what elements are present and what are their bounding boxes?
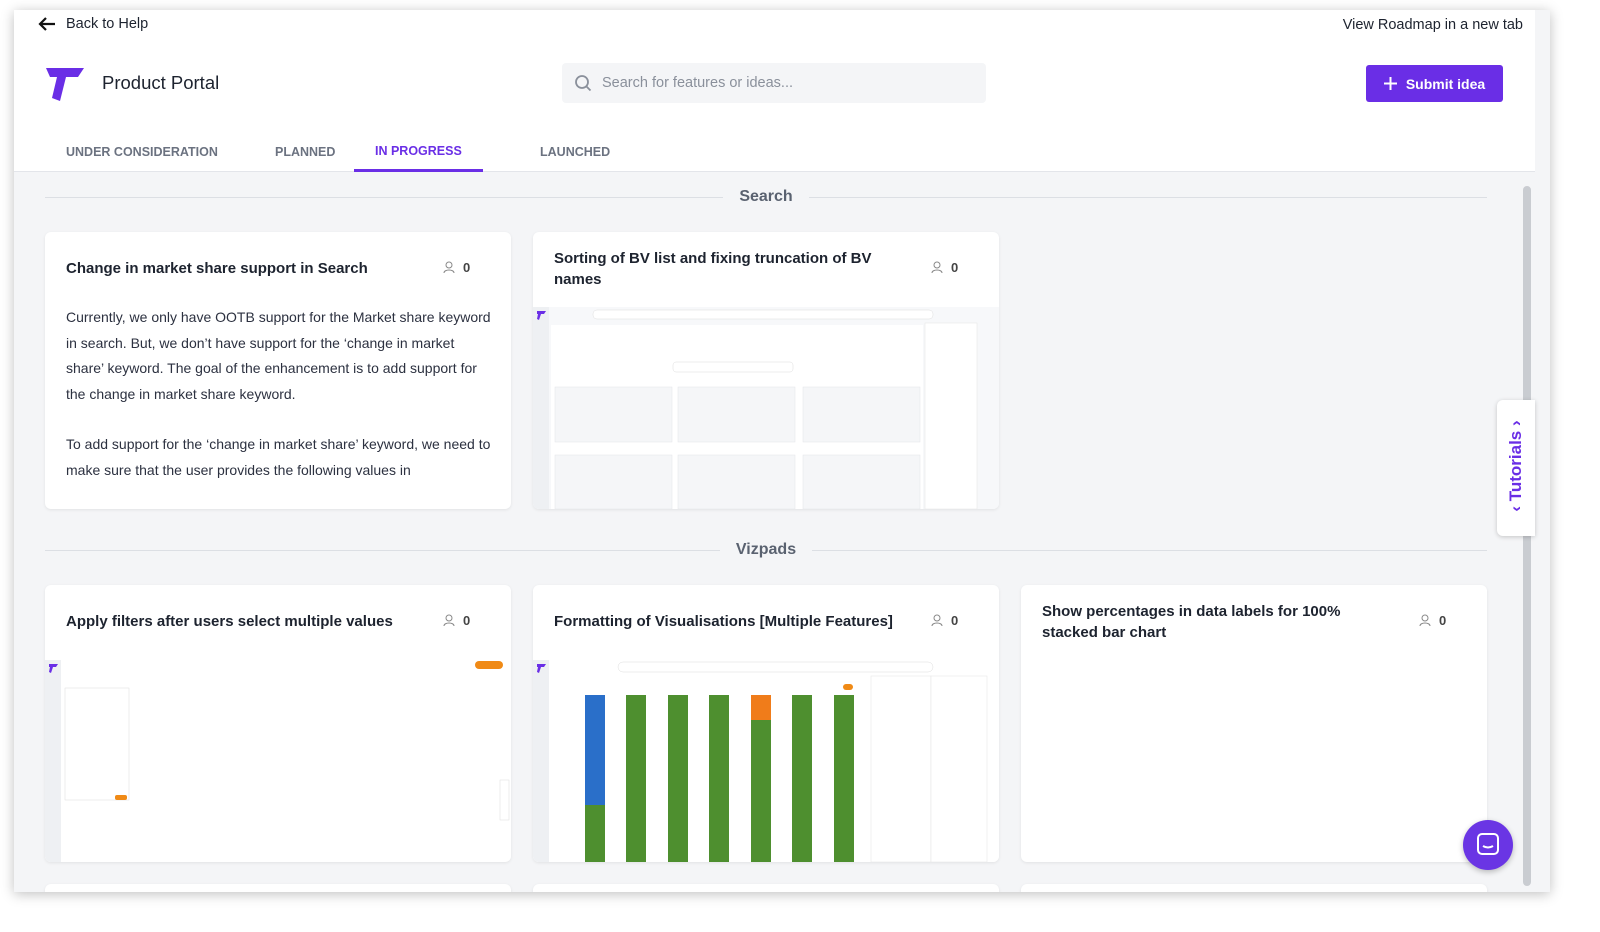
search-placeholder: Search for features or ideas... bbox=[602, 75, 794, 91]
back-icon bbox=[38, 17, 55, 31]
votes[interactable]: 0 bbox=[443, 613, 470, 628]
section-name: Search bbox=[739, 188, 793, 205]
plus-icon bbox=[1383, 77, 1397, 90]
vote-icon bbox=[443, 261, 455, 274]
paragraph: Currently, we only have OOTB support for… bbox=[66, 309, 491, 402]
card-body: Currently, we only have OOTB support for… bbox=[66, 305, 491, 493]
tab[interactable]: LAUNCHED bbox=[540, 145, 611, 159]
tutorials-text[interactable]: ‹ Tutorials › bbox=[1506, 398, 1526, 534]
thumbnail bbox=[45, 660, 511, 862]
vote-icon bbox=[443, 614, 455, 627]
card-title[interactable]: Apply filters after users select multipl… bbox=[66, 612, 393, 630]
portal-title: Product Portal bbox=[102, 72, 220, 93]
tutorials-word[interactable]: Tutorials bbox=[1506, 430, 1525, 502]
logo bbox=[46, 68, 84, 101]
roadmap-link[interactable]: View Roadmap in a new tab bbox=[1342, 17, 1523, 33]
vote-count: 0 bbox=[951, 260, 959, 275]
vote-icon bbox=[931, 261, 943, 274]
chat-icon bbox=[1477, 833, 1499, 855]
scrollbar[interactable] bbox=[1523, 186, 1531, 886]
tutorials-tab[interactable]: ‹ Tutorials › bbox=[1497, 400, 1535, 536]
idea-card bbox=[1021, 884, 1487, 892]
idea-card[interactable]: Change in market share support in Search… bbox=[45, 232, 511, 509]
vote-count: 0 bbox=[463, 613, 471, 628]
header: Back to Help View Roadmap in a new tab P… bbox=[14, 10, 1535, 172]
votes[interactable]: 0 bbox=[931, 613, 958, 628]
idea-card bbox=[45, 884, 511, 892]
back-link[interactable]: Back to Help bbox=[38, 16, 148, 32]
tab[interactable]: IN PROGRESS bbox=[354, 132, 483, 172]
card-title[interactable]: Show percentages in data labels for 100%… bbox=[1042, 603, 1341, 641]
idea-card bbox=[533, 884, 999, 892]
vote-icon bbox=[931, 614, 943, 627]
section-name: Vizpads bbox=[735, 541, 797, 558]
section-title: Vizpads bbox=[45, 541, 1487, 559]
card-title[interactable]: Sorting of BV list and fixing truncation… bbox=[554, 250, 872, 288]
vote-count: 0 bbox=[463, 260, 471, 275]
thumbnail bbox=[533, 660, 999, 862]
paragraph: To add support for the ‘change in market… bbox=[66, 436, 491, 478]
idea-card[interactable]: Formatting of Visualisations [Multiple F… bbox=[533, 585, 999, 862]
idea-card[interactable]: Apply filters after users select multipl… bbox=[45, 585, 511, 862]
votes[interactable]: 0 bbox=[1419, 613, 1446, 628]
votes[interactable]: 0 bbox=[931, 260, 958, 275]
vote-count: 0 bbox=[951, 613, 959, 628]
card-title[interactable]: Formatting of Visualisations [Multiple F… bbox=[554, 612, 893, 630]
back-text[interactable]: Back to Help bbox=[66, 16, 149, 32]
submit-button[interactable]: Submit idea bbox=[1366, 65, 1503, 102]
tab[interactable]: UNDER CONSIDERATION bbox=[66, 145, 218, 159]
idea-card[interactable]: Show percentages in data labels for 100%… bbox=[1021, 585, 1487, 862]
chat-button[interactable] bbox=[1463, 820, 1513, 870]
tutorials-label[interactable]: ‹ Tutorials › bbox=[1506, 420, 1525, 512]
card-title[interactable]: Change in market share support in Search bbox=[66, 259, 368, 277]
search-icon bbox=[575, 75, 592, 92]
votes[interactable]: 0 bbox=[443, 260, 470, 275]
submit-text[interactable]: Submit idea bbox=[1405, 75, 1486, 92]
search-box[interactable]: Search for features or ideas... bbox=[562, 63, 986, 103]
idea-card[interactable]: Sorting of BV list and fixing truncation… bbox=[533, 232, 999, 509]
vote-icon bbox=[1419, 614, 1431, 627]
thumbnail bbox=[533, 307, 999, 509]
section-title: Search bbox=[45, 188, 1487, 206]
tab[interactable]: PLANNED bbox=[275, 145, 336, 159]
window: Back to Help View Roadmap in a new tab P… bbox=[14, 10, 1550, 892]
vote-count: 0 bbox=[1439, 613, 1447, 628]
